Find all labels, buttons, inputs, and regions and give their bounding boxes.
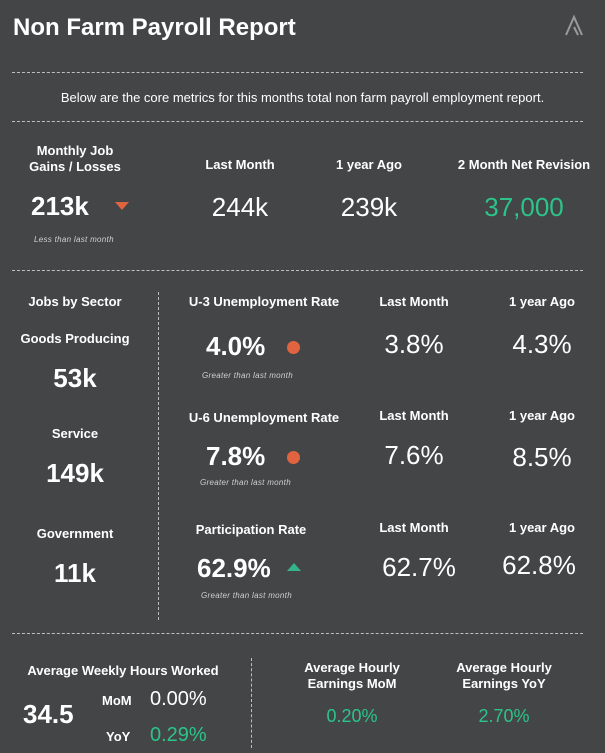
- u6-label: U-6 Unemployment Rate: [188, 410, 340, 425]
- service-value: 149k: [46, 458, 104, 488]
- circle-dot-icon: [287, 341, 300, 354]
- u3-last-month-value: 3.8%: [384, 329, 444, 359]
- mom-label: MoM: [102, 693, 132, 708]
- last-month-label: Last Month: [205, 157, 275, 172]
- job-gains-note: Less than last month: [34, 235, 114, 244]
- u6-year-ago-value: 8.5%: [512, 442, 572, 472]
- net-revision-value: 37,000: [484, 192, 564, 222]
- last-month-value: 244k: [211, 192, 269, 222]
- u6-last-month-value: 7.6%: [384, 440, 444, 470]
- circle-dot-icon: [287, 451, 300, 464]
- goods-producing-label: Goods Producing: [20, 331, 130, 346]
- government-value: 11k: [54, 558, 96, 588]
- job-gains-label: Monthly Job Gains / Losses: [29, 143, 121, 174]
- earnings-yoy-value: 2.70%: [478, 706, 530, 726]
- weekly-hours-label: Average Weekly Hours Worked: [27, 663, 219, 678]
- participation-year-ago-value: 62.8%: [502, 550, 576, 580]
- participation-label: Participation Rate: [195, 522, 307, 537]
- u3-year-ago-value: 4.3%: [512, 329, 572, 359]
- yoy-value: 0.29%: [150, 724, 207, 746]
- divider: [12, 270, 583, 271]
- u3-last-month-label: Last Month: [379, 294, 449, 309]
- participation-last-month-label: Last Month: [379, 520, 449, 535]
- participation-last-month-value: 62.7%: [382, 552, 456, 582]
- goods-producing-value: 53k: [53, 363, 97, 393]
- u6-last-month-label: Last Month: [379, 408, 449, 423]
- earnings-mom-label: Average Hourly Earnings MoM: [304, 660, 400, 691]
- u6-note: Greater than last month: [200, 478, 291, 487]
- participation-note: Greater than last month: [201, 591, 292, 600]
- u3-year-ago-label: 1 year Ago: [509, 294, 575, 309]
- page-subtitle: Below are the core metrics for this mont…: [60, 90, 545, 105]
- year-ago-value: 239k: [340, 192, 398, 222]
- mom-value: 0.00%: [150, 688, 207, 710]
- earnings-yoy-label: Average Hourly Earnings YoY: [456, 660, 552, 691]
- u3-value: 4.0%: [206, 331, 266, 361]
- sector-header: Jobs by Sector: [28, 294, 122, 309]
- earnings-mom-value: 0.20%: [326, 706, 378, 726]
- triangle-up-icon: [287, 563, 301, 571]
- u3-label: U-3 Unemployment Rate: [188, 294, 340, 309]
- weekly-hours-value: 34.5: [23, 699, 74, 729]
- logo-icon: [562, 13, 586, 42]
- u6-value: 7.8%: [206, 441, 266, 471]
- job-gains-value: 213k: [31, 191, 89, 221]
- divider: [12, 121, 583, 122]
- u3-note: Greater than last month: [202, 371, 293, 380]
- vertical-divider: [251, 658, 252, 748]
- divider: [12, 72, 583, 73]
- vertical-divider: [158, 292, 159, 620]
- service-label: Service: [51, 426, 99, 441]
- government-label: Government: [36, 526, 114, 541]
- divider: [12, 633, 583, 634]
- net-revision-label: 2 Month Net Revision: [457, 157, 591, 172]
- u6-year-ago-label: 1 year Ago: [509, 408, 575, 423]
- year-ago-label: 1 year Ago: [336, 157, 402, 172]
- yoy-label: YoY: [106, 729, 131, 744]
- triangle-down-icon: [115, 202, 129, 210]
- participation-year-ago-label: 1 year Ago: [509, 520, 575, 535]
- participation-value: 62.9%: [197, 553, 271, 583]
- page-title: Non Farm Payroll Report: [13, 14, 296, 41]
